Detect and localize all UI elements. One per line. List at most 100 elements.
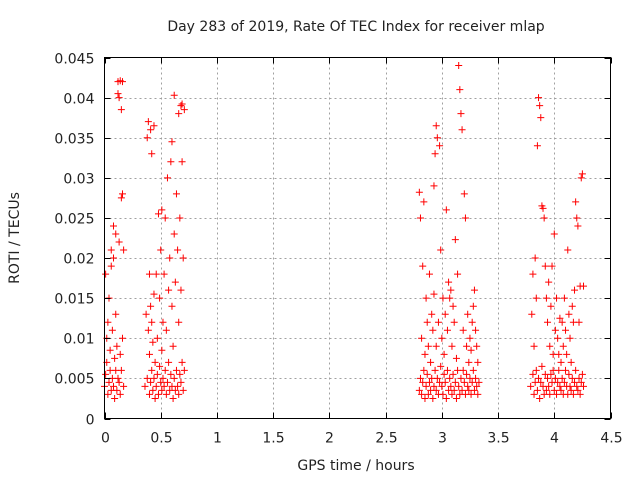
data-point bbox=[148, 150, 156, 158]
data-point bbox=[467, 346, 475, 354]
data-point bbox=[547, 370, 555, 378]
data-point bbox=[178, 100, 186, 108]
data-point bbox=[576, 390, 584, 398]
data-point bbox=[428, 310, 436, 318]
data-point bbox=[174, 246, 182, 254]
data-point bbox=[421, 394, 429, 402]
data-point bbox=[556, 382, 564, 390]
data-point bbox=[177, 286, 185, 294]
data-point bbox=[177, 102, 185, 110]
data-point bbox=[118, 334, 126, 342]
y-tick-label: 0.035 bbox=[54, 132, 94, 148]
data-point bbox=[443, 326, 451, 334]
data-point bbox=[553, 390, 561, 398]
data-point bbox=[562, 326, 570, 334]
data-point bbox=[530, 342, 538, 350]
data-point bbox=[555, 366, 563, 374]
data-point bbox=[446, 374, 454, 382]
data-point bbox=[457, 110, 465, 118]
data-point bbox=[120, 246, 128, 254]
data-point bbox=[154, 390, 162, 398]
data-point bbox=[162, 326, 170, 334]
data-point bbox=[447, 286, 455, 294]
data-point bbox=[116, 390, 124, 398]
data-point bbox=[529, 270, 537, 278]
data-point bbox=[115, 94, 123, 102]
data-point bbox=[115, 238, 123, 246]
data-point bbox=[118, 78, 126, 86]
data-point bbox=[448, 342, 456, 350]
data-point bbox=[469, 366, 477, 374]
data-point bbox=[432, 342, 440, 350]
data-point bbox=[470, 386, 478, 394]
data-point bbox=[529, 370, 537, 378]
data-point bbox=[118, 190, 126, 198]
data-point bbox=[452, 394, 460, 402]
data-point bbox=[159, 374, 167, 382]
data-point bbox=[454, 270, 462, 278]
data-point bbox=[432, 386, 440, 394]
data-point bbox=[160, 270, 168, 278]
data-point bbox=[150, 290, 158, 298]
data-point bbox=[117, 194, 125, 202]
data-point bbox=[449, 302, 457, 310]
data-point bbox=[165, 358, 173, 366]
data-point bbox=[105, 378, 113, 386]
data-point bbox=[568, 374, 576, 382]
data-point bbox=[113, 342, 121, 350]
data-point bbox=[107, 246, 115, 254]
data-point bbox=[163, 378, 171, 386]
data-point bbox=[168, 302, 176, 310]
data-point bbox=[469, 302, 477, 310]
data-point bbox=[153, 334, 161, 342]
y-tick-label: 0.025 bbox=[54, 212, 94, 228]
data-point bbox=[442, 394, 450, 402]
data-point bbox=[157, 378, 165, 386]
data-point bbox=[111, 394, 119, 402]
data-point bbox=[169, 342, 177, 350]
data-point bbox=[574, 222, 582, 230]
data-point bbox=[573, 382, 581, 390]
data-point bbox=[437, 362, 445, 370]
y-tick-label: 0 bbox=[86, 413, 95, 429]
data-point bbox=[544, 318, 552, 326]
data-point bbox=[443, 366, 451, 374]
data-point bbox=[528, 310, 536, 318]
data-point bbox=[145, 350, 153, 358]
y-tick-labels: 0 0.005 0.01 0.015 0.02 0.025 0.03 0.035 0.04 0.0… bbox=[54, 52, 94, 429]
data-point bbox=[159, 318, 167, 326]
data-point bbox=[425, 270, 433, 278]
data-point bbox=[430, 382, 438, 390]
data-point bbox=[163, 174, 171, 182]
data-point bbox=[451, 236, 459, 244]
data-point bbox=[415, 188, 423, 196]
data-point bbox=[112, 230, 120, 238]
data-point bbox=[433, 134, 441, 142]
data-point bbox=[179, 386, 187, 394]
data-point bbox=[550, 386, 558, 394]
data-point bbox=[148, 318, 156, 326]
data-point bbox=[450, 386, 458, 394]
data-point bbox=[545, 382, 553, 390]
data-point bbox=[545, 278, 553, 286]
data-point bbox=[572, 366, 580, 374]
data-point bbox=[470, 286, 478, 294]
x-tick-label: 0.5 bbox=[150, 431, 172, 447]
data-point bbox=[465, 358, 473, 366]
data-point bbox=[416, 214, 424, 222]
data-point bbox=[420, 366, 428, 374]
data-point bbox=[166, 254, 174, 262]
data-point bbox=[161, 366, 169, 374]
data-point bbox=[154, 210, 162, 218]
x-tick-label: 4 bbox=[550, 431, 559, 447]
data-point bbox=[415, 386, 423, 394]
data-point bbox=[141, 382, 149, 390]
data-point bbox=[439, 390, 447, 398]
data-point bbox=[147, 126, 155, 134]
data-point bbox=[542, 294, 550, 302]
data-point bbox=[416, 374, 424, 382]
data-point bbox=[170, 230, 178, 238]
data-point bbox=[472, 326, 480, 334]
data-point bbox=[104, 318, 112, 326]
data-point bbox=[117, 366, 125, 374]
